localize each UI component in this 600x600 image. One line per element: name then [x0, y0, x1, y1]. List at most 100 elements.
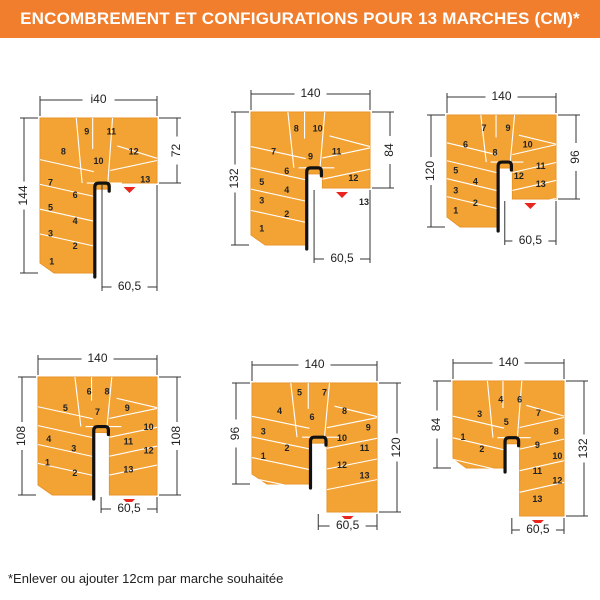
right-label-bg [568, 143, 584, 171]
step-number-6: 6 [309, 412, 314, 422]
step-number-9: 9 [506, 123, 511, 133]
step-number-12: 12 [144, 446, 154, 456]
step-dividers [37, 376, 158, 476]
step-divider [109, 426, 158, 438]
step-number-10: 10 [337, 433, 347, 443]
step-number-13: 13 [123, 465, 133, 475]
step-divider [106, 376, 113, 427]
step-divider [452, 437, 505, 451]
landing-label: 60,5 [117, 501, 141, 515]
stair-outline [39, 117, 158, 274]
step-number-4: 4 [73, 216, 78, 226]
right-label-bg [389, 433, 405, 462]
width-label-bg [81, 351, 114, 367]
landing-label-bg [329, 519, 366, 533]
step-number-1: 1 [460, 432, 465, 442]
step-divider [518, 134, 557, 145]
stair-outline [446, 114, 557, 228]
step-number-13: 13 [359, 470, 369, 480]
step-divider [110, 234, 158, 246]
step-number-7: 7 [536, 408, 541, 418]
width-label: 140 [300, 86, 320, 100]
step-number-11: 11 [124, 436, 134, 446]
central-post [93, 181, 111, 279]
central-post [496, 160, 513, 233]
step-divider [250, 188, 306, 202]
step-number-8: 8 [492, 147, 497, 157]
width-label-bg [492, 355, 525, 371]
step-number-9: 9 [84, 126, 89, 136]
step-number-8: 8 [61, 146, 66, 156]
right-height-label: 72 [169, 144, 183, 158]
step-number-5: 5 [48, 202, 53, 212]
step-number-9: 9 [535, 440, 540, 450]
step-number-4: 4 [473, 177, 478, 187]
step-divider [110, 209, 158, 221]
landing-label-bg [512, 234, 549, 248]
step-number-2: 2 [284, 209, 289, 219]
step-number-2: 2 [72, 468, 77, 478]
right-height-label: 96 [568, 150, 582, 164]
step-number-7: 7 [322, 388, 327, 398]
step-divider [326, 437, 378, 449]
step-dividers [251, 382, 378, 491]
step-number-6: 6 [73, 190, 78, 200]
step-number-4: 4 [284, 185, 289, 195]
step-number-3: 3 [259, 195, 264, 205]
step-divider [322, 147, 371, 159]
step-dividers [39, 117, 158, 247]
title-banner: ENCOMBREMENT ET CONFIGURATIONS POUR 13 M… [0, 0, 600, 38]
stair-outline [251, 382, 378, 513]
step-number-9: 9 [308, 152, 313, 162]
height-label: 84 [429, 418, 443, 432]
width-label: 140 [87, 351, 107, 365]
step-number-5: 5 [504, 417, 509, 427]
landing-label-bg [111, 502, 148, 516]
step-number-10: 10 [93, 156, 103, 166]
height-label-bg [14, 422, 30, 450]
stair-outline [37, 376, 158, 496]
step-number-12: 12 [514, 171, 524, 181]
step-number-7: 7 [271, 146, 276, 156]
entry-marker-icon [336, 192, 349, 198]
step-number-8: 8 [342, 406, 347, 416]
step-divider [486, 380, 494, 438]
step-divider [319, 111, 326, 168]
step-divider [116, 397, 158, 409]
step-number-3: 3 [48, 229, 53, 239]
entry-marker-icon [524, 203, 537, 209]
step-divider [107, 117, 114, 184]
width-label: i40 [90, 92, 106, 106]
step-number-3: 3 [261, 426, 266, 436]
step-divider [512, 144, 557, 156]
step-divider [74, 376, 82, 427]
height-label: 96 [228, 427, 242, 441]
step-divider [39, 159, 94, 173]
step-divider [446, 142, 498, 156]
step-divider [452, 415, 505, 429]
step-divider [290, 382, 298, 438]
step-divider [452, 458, 505, 472]
step-divider [323, 382, 331, 438]
step-divider [75, 117, 83, 184]
step-number-4: 4 [46, 434, 51, 444]
step-divider [109, 464, 158, 476]
step-number-1: 1 [453, 206, 458, 216]
height-label: 144 [16, 185, 30, 205]
step-number-1: 1 [259, 223, 264, 233]
width-label-bg [82, 92, 115, 108]
right-label-bg [169, 422, 185, 450]
step-number-3: 3 [453, 186, 458, 196]
step-number-13: 13 [359, 197, 369, 207]
step-number-13: 13 [140, 174, 150, 184]
step-number-13: 13 [532, 494, 542, 504]
step-divider [250, 167, 306, 181]
step-divider [39, 183, 94, 197]
step-number-13: 13 [536, 179, 546, 189]
landing-label-bg [519, 523, 556, 537]
step-divider [480, 114, 487, 163]
central-post [308, 435, 328, 490]
